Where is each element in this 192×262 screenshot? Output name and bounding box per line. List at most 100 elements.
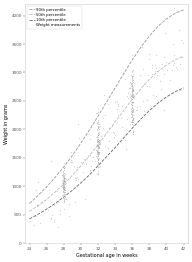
Point bbox=[62, 178, 65, 183]
Point bbox=[140, 45, 143, 49]
Y-axis label: Weight in grams: Weight in grams bbox=[4, 103, 9, 144]
Point bbox=[132, 89, 135, 93]
Point bbox=[164, 31, 167, 35]
Point bbox=[131, 92, 134, 96]
Point bbox=[117, 104, 120, 108]
Point bbox=[96, 110, 99, 114]
Point bbox=[130, 78, 133, 83]
Point bbox=[131, 80, 134, 85]
Point bbox=[95, 152, 98, 156]
Point bbox=[130, 82, 133, 86]
Point bbox=[96, 144, 99, 148]
Point bbox=[130, 74, 133, 78]
Point bbox=[61, 181, 64, 185]
Point bbox=[131, 132, 134, 136]
Point bbox=[48, 188, 51, 193]
Point bbox=[130, 122, 133, 126]
Point bbox=[130, 106, 133, 110]
Point bbox=[98, 130, 101, 134]
Point bbox=[130, 88, 133, 92]
Point bbox=[131, 94, 134, 98]
Point bbox=[131, 77, 134, 81]
Point bbox=[170, 68, 173, 72]
Point bbox=[97, 139, 100, 143]
Point bbox=[73, 200, 76, 204]
Point bbox=[63, 194, 66, 198]
Point bbox=[129, 85, 132, 90]
Point bbox=[70, 160, 73, 165]
Point bbox=[79, 160, 82, 164]
Point bbox=[131, 86, 134, 91]
Point bbox=[62, 187, 65, 191]
Point bbox=[131, 85, 134, 90]
Point bbox=[131, 130, 134, 134]
Point bbox=[130, 118, 133, 122]
Point bbox=[61, 173, 64, 177]
Point bbox=[96, 154, 99, 158]
Point bbox=[62, 179, 65, 184]
Point bbox=[96, 135, 99, 139]
Point bbox=[74, 178, 77, 182]
Point bbox=[96, 120, 99, 124]
Point bbox=[130, 110, 133, 114]
Point bbox=[61, 189, 65, 194]
Point bbox=[96, 149, 99, 153]
Point bbox=[52, 203, 55, 207]
Point bbox=[181, 41, 184, 45]
Point bbox=[89, 168, 92, 173]
Point bbox=[68, 214, 71, 219]
Point bbox=[62, 188, 65, 193]
Point bbox=[131, 107, 134, 111]
Point bbox=[57, 200, 60, 204]
Point bbox=[63, 177, 66, 181]
Point bbox=[130, 103, 133, 107]
Point bbox=[97, 145, 100, 150]
Point bbox=[130, 119, 133, 124]
Point bbox=[74, 176, 77, 180]
Point bbox=[62, 183, 65, 187]
Point bbox=[61, 172, 64, 177]
Point bbox=[130, 108, 133, 113]
Point bbox=[96, 133, 99, 137]
Point bbox=[131, 95, 134, 99]
Point bbox=[63, 207, 66, 211]
Point bbox=[63, 161, 66, 166]
Point bbox=[112, 135, 115, 139]
Point bbox=[102, 92, 105, 97]
Point bbox=[32, 223, 36, 227]
Point bbox=[97, 127, 100, 131]
Point bbox=[56, 189, 59, 193]
Point bbox=[96, 131, 99, 135]
Point bbox=[130, 96, 133, 100]
Point bbox=[62, 171, 65, 175]
X-axis label: Gestational age in weeks: Gestational age in weeks bbox=[76, 253, 137, 258]
Point bbox=[123, 138, 126, 142]
Point bbox=[96, 172, 99, 176]
Point bbox=[83, 157, 86, 161]
Point bbox=[131, 89, 134, 93]
Point bbox=[131, 117, 134, 121]
Point bbox=[97, 163, 100, 167]
Point bbox=[96, 143, 99, 148]
Point bbox=[96, 161, 99, 166]
Point bbox=[117, 102, 120, 106]
Legend: 90th percentile, 50th percentile, 10th percentile, Weight measurements: 90th percentile, 50th percentile, 10th p… bbox=[27, 6, 82, 29]
Point bbox=[97, 171, 100, 176]
Point bbox=[62, 178, 65, 182]
Point bbox=[65, 196, 68, 201]
Point bbox=[89, 137, 92, 141]
Point bbox=[131, 100, 134, 104]
Point bbox=[96, 150, 99, 155]
Point bbox=[124, 147, 127, 151]
Point bbox=[178, 88, 181, 92]
Point bbox=[132, 109, 135, 113]
Point bbox=[97, 160, 100, 164]
Point bbox=[151, 72, 154, 76]
Point bbox=[63, 179, 66, 183]
Point bbox=[131, 92, 134, 96]
Point bbox=[97, 125, 100, 129]
Point bbox=[131, 87, 134, 91]
Point bbox=[154, 69, 157, 73]
Point bbox=[63, 192, 66, 196]
Point bbox=[63, 182, 66, 186]
